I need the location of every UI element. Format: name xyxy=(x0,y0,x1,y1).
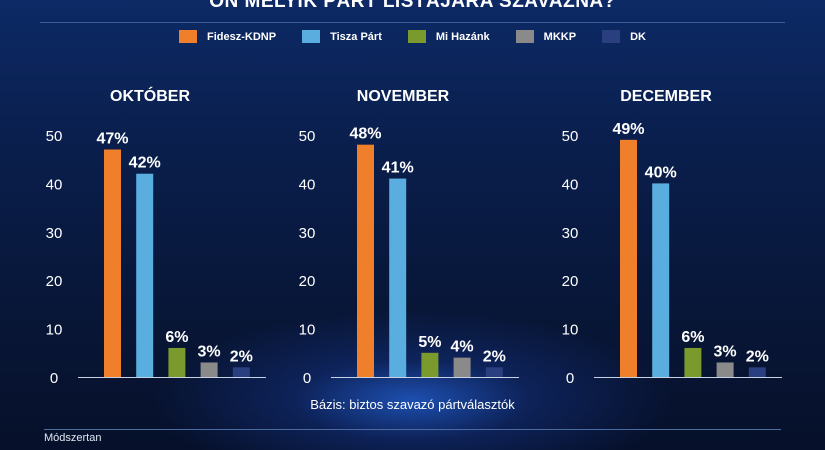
legend-item: DK xyxy=(602,30,646,43)
legend-label: Tisza Párt xyxy=(330,30,382,43)
data-label: 42% xyxy=(129,155,161,172)
y-tick-label: 50 xyxy=(299,128,316,145)
data-label: 48% xyxy=(349,126,381,143)
legend-label: Mi Hazánk xyxy=(435,30,490,43)
methodology-label: Módszertan xyxy=(44,432,102,444)
y-tick-label: 30 xyxy=(46,225,63,242)
bar-dk xyxy=(232,367,250,377)
legend-swatch xyxy=(179,30,198,43)
legend-label: DK xyxy=(630,30,646,43)
data-label: 2% xyxy=(746,348,769,365)
y-tick-label: 40 xyxy=(562,176,579,193)
divider xyxy=(44,429,781,430)
legend-swatch xyxy=(515,30,534,43)
bar-mi-haz-nk xyxy=(421,352,439,377)
legend-swatch xyxy=(602,30,621,43)
data-label: 3% xyxy=(714,343,737,360)
panel-title: NOVEMBER xyxy=(357,88,450,105)
y-tick-label: 30 xyxy=(299,225,316,242)
panel-title: DECEMBER xyxy=(620,88,712,105)
legend-swatch xyxy=(407,30,426,43)
data-label: 4% xyxy=(451,339,474,356)
bar-mkkp xyxy=(453,357,471,377)
y-tick-label: 20 xyxy=(299,273,316,290)
legend-swatch xyxy=(302,30,321,43)
data-label: 41% xyxy=(382,160,414,177)
legend-item: MKKP xyxy=(515,30,577,43)
legend-item: Tisza Párt xyxy=(302,30,382,43)
legend-label: Fidesz-KDNP xyxy=(207,30,277,43)
legend-label: MKKP xyxy=(543,30,577,43)
y-tick-label: 0 xyxy=(566,370,574,387)
bar-mi-haz-nk xyxy=(168,347,186,377)
bar-mkkp xyxy=(200,362,218,377)
y-tick-label: 10 xyxy=(562,322,579,339)
legend-item: Mi Hazánk xyxy=(407,30,490,43)
bar-fidesz-kdnp xyxy=(620,139,637,377)
data-label: 5% xyxy=(418,334,441,351)
data-label: 6% xyxy=(681,329,704,346)
legend-item: Fidesz-KDNP xyxy=(179,30,276,43)
data-label: 40% xyxy=(645,164,677,181)
y-tick-label: 50 xyxy=(46,128,63,145)
data-label: 49% xyxy=(612,121,644,138)
bar-mi-haz-nk xyxy=(684,347,702,377)
y-tick-label: 40 xyxy=(46,176,63,193)
data-label: 2% xyxy=(230,348,253,365)
bar-tisza-p-rt xyxy=(652,183,670,377)
y-tick-label: 10 xyxy=(299,322,316,339)
bar-dk xyxy=(748,367,766,377)
panel-title: OKTÓBER xyxy=(110,86,190,105)
data-label: 6% xyxy=(165,329,188,346)
y-tick-label: 30 xyxy=(562,225,579,242)
y-tick-label: 0 xyxy=(303,370,311,387)
y-tick-label: 20 xyxy=(46,273,63,290)
y-tick-label: 20 xyxy=(562,273,579,290)
bar-mkkp xyxy=(716,362,734,377)
bar-dk xyxy=(485,367,503,377)
data-label: 47% xyxy=(96,131,128,148)
y-tick-label: 50 xyxy=(562,128,579,145)
basis-note: Bázis: biztos szavazó pártválasztók xyxy=(310,397,515,412)
chart-title: ÖN MELYIK PÁRT LISTÁJÁRA SZAVAZNA? xyxy=(209,0,616,12)
data-label: 2% xyxy=(483,348,506,365)
y-tick-label: 0 xyxy=(50,370,58,387)
data-label: 3% xyxy=(198,343,221,360)
bar-fidesz-kdnp xyxy=(104,149,121,377)
legend: Fidesz-KDNP Tisza Párt Mi Hazánk MKKP DK xyxy=(0,30,825,43)
bar-fidesz-kdnp xyxy=(357,144,374,377)
bar-tisza-p-rt xyxy=(389,178,407,377)
divider xyxy=(40,22,785,23)
y-tick-label: 40 xyxy=(299,176,316,193)
bar-tisza-p-rt xyxy=(136,173,154,377)
y-tick-label: 10 xyxy=(46,322,63,339)
